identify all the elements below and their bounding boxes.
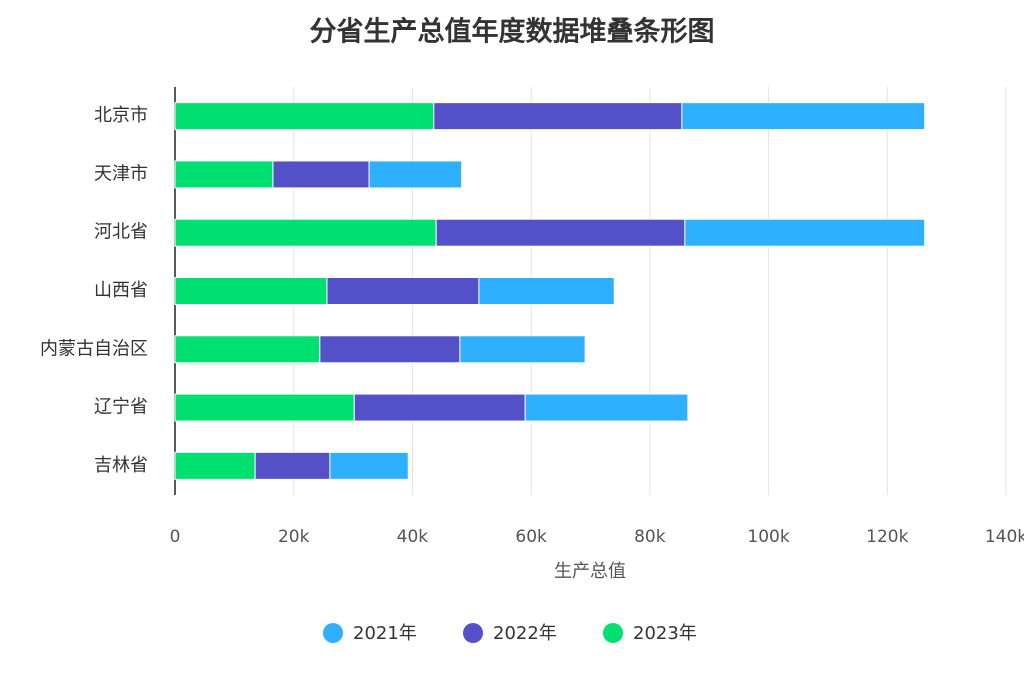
y-tick-label: 吉林省: [94, 455, 148, 476]
legend-label: 2021年: [353, 623, 417, 644]
bar-segment: [353, 393, 526, 422]
y-tick-label: 天津市: [94, 163, 148, 184]
bar-segment: [681, 102, 926, 131]
bar-segment: [174, 160, 274, 189]
y-tick-label: 内蒙古自治区: [40, 338, 148, 359]
bar-segment: [174, 102, 435, 131]
bar-segment: [459, 335, 586, 364]
x-tick-label: 0: [170, 527, 181, 547]
x-tick-label: 100k: [747, 527, 789, 547]
x-tick-label: 80k: [634, 527, 666, 547]
legend-marker: [603, 623, 623, 643]
legend-marker: [463, 623, 483, 643]
x-axis-title: 生产总值: [554, 561, 626, 582]
bar-segment: [272, 160, 370, 189]
bar-segment: [329, 451, 409, 480]
legend-marker: [323, 623, 343, 643]
y-tick-label: 北京市: [94, 105, 148, 126]
chart-title: 分省生产总值年度数据堆叠条形图: [310, 16, 715, 48]
x-tick-label: 140k: [985, 527, 1024, 547]
bar-segment: [478, 277, 615, 305]
bar-segment: [174, 393, 355, 422]
y-tick-label: 山西省: [94, 280, 148, 301]
bar-segment: [524, 393, 689, 422]
bar-segment: [174, 451, 256, 480]
x-tick-label: 20k: [278, 527, 310, 547]
y-tick-label: 辽宁省: [94, 397, 148, 418]
x-tick-label: 40k: [397, 527, 429, 547]
x-tick-label: 60k: [515, 527, 547, 547]
bar-segment: [319, 335, 461, 364]
bar-segment: [368, 160, 463, 189]
legend-label: 2023年: [633, 623, 697, 644]
bar-segment: [174, 335, 321, 364]
bar-segment: [435, 218, 686, 247]
bar-segment: [254, 451, 331, 480]
x-tick-label: 120k: [866, 527, 908, 547]
bar-segment: [326, 277, 480, 305]
bar-segment: [684, 218, 926, 247]
bar-segment: [433, 102, 683, 131]
legend-label: 2022年: [493, 623, 557, 644]
bar-segment: [174, 277, 328, 305]
bar-segment: [174, 218, 437, 247]
y-tick-label: 河北省: [94, 222, 148, 243]
